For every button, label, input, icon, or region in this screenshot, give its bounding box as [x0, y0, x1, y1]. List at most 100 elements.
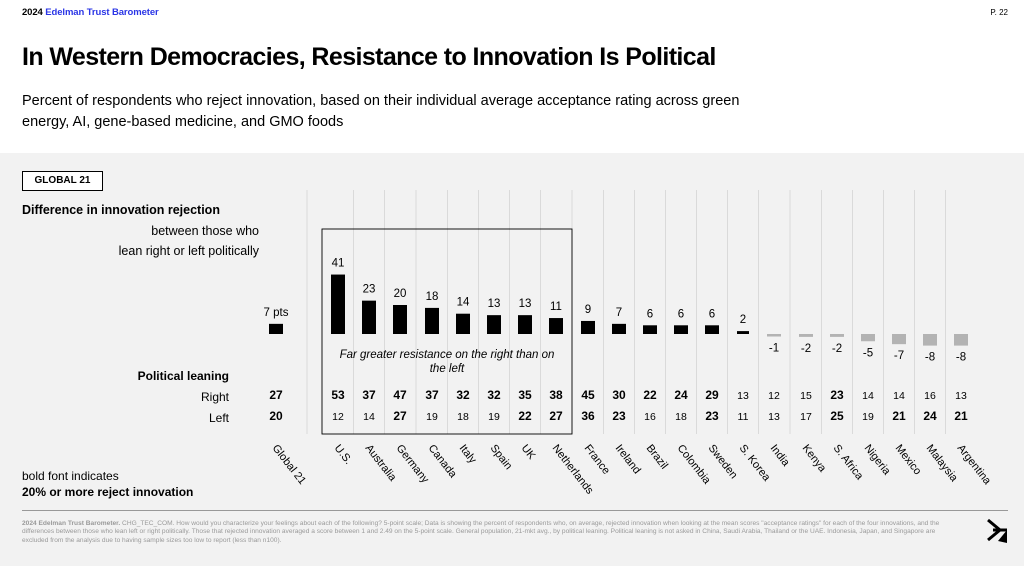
footer-source: 2024 Edelman Trust Barometer. CHG_TEC_CO… [22, 520, 942, 545]
value-label: 41 [332, 258, 345, 270]
right-value: 47 [393, 388, 407, 402]
value-label: -8 [925, 352, 935, 364]
next-arrow-icon[interactable] [985, 517, 1009, 543]
value-label: 23 [363, 284, 376, 296]
bar-india [767, 334, 781, 337]
bar-canada [425, 307, 439, 334]
bar-global-21 [269, 323, 283, 334]
bar-u-s- [331, 274, 345, 334]
right-value: 23 [830, 388, 844, 402]
bar-france [581, 320, 595, 334]
left-value: 13 [768, 411, 780, 423]
bar-uk [518, 315, 532, 334]
right-value: 37 [362, 388, 376, 402]
right-value: 53 [331, 388, 345, 402]
bold-note-line2: 20% or more reject innovation [22, 485, 194, 499]
right-row-label: Right [200, 390, 229, 404]
chart-heading: Difference in innovation rejection [22, 203, 220, 217]
left-value: 12 [332, 411, 344, 423]
bold-note-line1: bold font indicates [22, 469, 119, 483]
left-value: 22 [518, 409, 532, 423]
bar-kenya [799, 334, 813, 337]
category-label: Brazil [644, 442, 670, 471]
category-label: Mexico [893, 442, 924, 477]
right-value: 13 [737, 390, 749, 402]
category-label: France [582, 442, 613, 476]
page-subtitle: Percent of respondents who reject innova… [22, 93, 740, 130]
bar-s-africa [830, 334, 844, 337]
category-label: Spain [488, 442, 515, 472]
highlight-box [321, 228, 573, 435]
category-label: U.S. [332, 442, 355, 466]
left-value: 27 [393, 409, 407, 423]
bar-germany [393, 305, 407, 334]
right-value: 14 [893, 390, 905, 402]
left-value: 14 [363, 411, 375, 423]
page-number: P. 22 [990, 8, 1008, 17]
brand-name: Edelman Trust Barometer [45, 7, 159, 18]
value-label: -1 [769, 343, 779, 355]
value-label: 20 [394, 288, 407, 300]
value-label: 11 [550, 301, 562, 313]
value-label: 6 [647, 308, 653, 320]
left-value: 16 [644, 411, 656, 423]
left-value: 17 [800, 411, 812, 423]
right-value: 22 [643, 388, 657, 402]
category-label: India [768, 442, 793, 469]
left-value: 19 [426, 411, 438, 423]
left-value: 19 [862, 411, 874, 423]
right-value: 13 [955, 390, 967, 402]
right-value: 35 [518, 388, 532, 402]
right-value: 30 [612, 388, 626, 402]
value-label: 7 pts [264, 307, 289, 319]
chart-annotation: Far greater resistance on the right than… [339, 349, 555, 375]
value-label: 6 [709, 308, 715, 320]
footer-source-bold: 2024 Edelman Trust Barometer. [22, 520, 121, 527]
right-value: 32 [487, 388, 501, 402]
category-label: S. Africa [831, 442, 866, 482]
value-label: 7 [616, 307, 622, 319]
bar-spain [487, 315, 501, 334]
left-value: 36 [581, 409, 595, 423]
right-value: 38 [549, 388, 563, 402]
bar-ireland [612, 323, 626, 334]
right-value: 15 [800, 390, 812, 402]
right-value: 29 [705, 388, 719, 402]
category-label: Argentina [955, 442, 994, 487]
value-label: 6 [678, 308, 684, 320]
chart-panel [0, 153, 1024, 566]
right-value: 24 [674, 388, 688, 402]
value-label: 14 [457, 297, 470, 309]
category-label: Global 21 [270, 442, 308, 486]
bar-sweden [705, 325, 719, 334]
left-value: 27 [549, 409, 563, 423]
left-value: 21 [954, 409, 968, 423]
bar-colombia [674, 325, 688, 334]
bar-australia [362, 300, 376, 334]
global-badge: GLOBAL 21 [22, 171, 103, 191]
right-value: 27 [269, 388, 283, 402]
left-value: 18 [675, 411, 687, 423]
chart-subheading-line2: lean right or left politically [118, 244, 259, 258]
footer-divider [22, 510, 1008, 511]
footer-source-text: CHG_TEC_COM. How would you characterize … [22, 520, 940, 544]
value-label: -7 [894, 350, 904, 362]
right-value: 32 [456, 388, 470, 402]
page-title: In Western Democracies, Resistance to In… [22, 43, 716, 71]
left-value: 11 [738, 411, 749, 423]
bar-brazil [643, 325, 657, 334]
value-label: -2 [832, 343, 842, 355]
category-label: Italy [457, 442, 479, 466]
value-label: 13 [519, 298, 532, 310]
bar-netherlands [549, 318, 563, 334]
value-label: -8 [956, 352, 966, 364]
category-label: Nigeria [862, 442, 893, 478]
political-leaning-label: Political leaning [137, 369, 229, 383]
left-value: 23 [612, 409, 626, 423]
brand-logo: 2024 Edelman Trust Barometer [22, 7, 159, 18]
right-value: 12 [768, 390, 780, 402]
category-label: Kenya [800, 442, 829, 475]
value-label: -2 [801, 343, 811, 355]
bar-nigeria [861, 334, 875, 342]
